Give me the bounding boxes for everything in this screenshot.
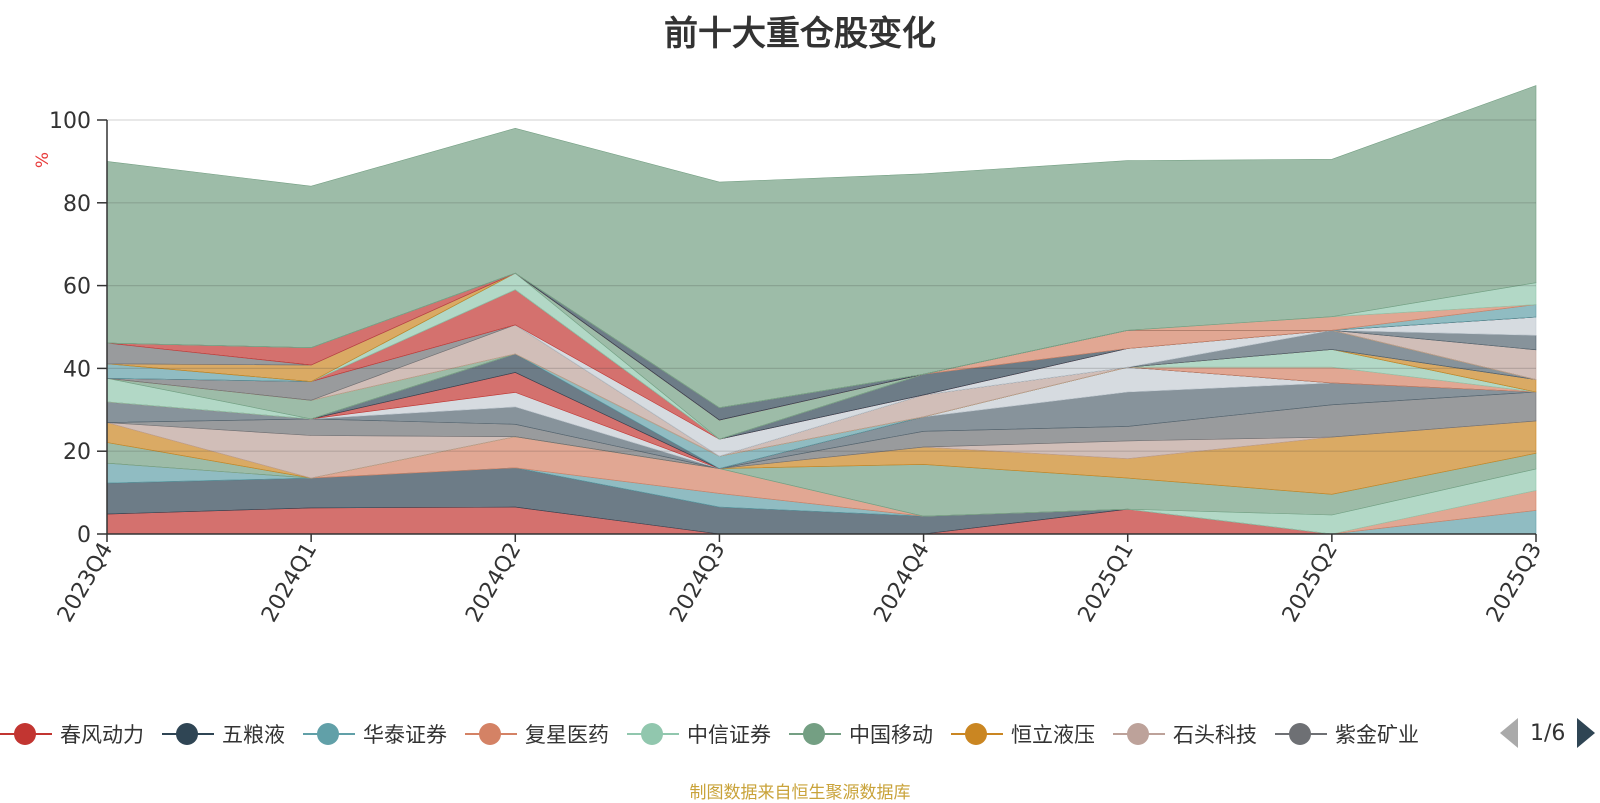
legend-marker-icon — [627, 721, 679, 747]
legend-marker-icon — [303, 721, 355, 747]
legend-item[interactable]: 中国移动 — [789, 719, 933, 749]
x-tick-label: 2025Q2 — [1278, 539, 1343, 627]
legend-item[interactable]: 石头科技 — [1113, 719, 1257, 749]
x-tick-label: 2025Q1 — [1074, 539, 1139, 627]
area-其他[interactable] — [106, 85, 1537, 409]
legend-label: 恒立液压 — [1011, 723, 1095, 747]
axes — [97, 119, 1537, 542]
legend-item[interactable]: 恒立液压 — [951, 719, 1095, 749]
y-tick-label: 20 — [63, 440, 91, 465]
x-tick-label: 2024Q1 — [257, 539, 322, 627]
legend-marker-icon — [465, 721, 517, 747]
legend-label: 春风动力 — [60, 723, 144, 747]
legend-label: 中信证券 — [687, 723, 771, 747]
legend-pager: 1/6 — [1500, 718, 1596, 748]
legend-page-indicator: 1/6 — [1530, 720, 1566, 746]
legend-marker-icon — [0, 721, 52, 747]
y-tick-label: 0 — [77, 523, 91, 548]
legend-item[interactable]: 春风动力 — [0, 719, 144, 749]
y-axis-label: % — [33, 152, 53, 168]
stacked-areas — [106, 85, 1537, 535]
legend-item[interactable]: 五粮液 — [162, 719, 285, 749]
legend-label: 紫金矿业 — [1335, 723, 1419, 747]
legend-label: 中国移动 — [849, 723, 933, 747]
legend-item[interactable]: 复星医药 — [465, 719, 609, 749]
x-tick-label: 2024Q3 — [665, 539, 730, 627]
legend-marker-icon — [789, 721, 841, 747]
legend-next-page-button[interactable] — [1577, 718, 1596, 748]
legend-item[interactable]: 紫金矿业 — [1275, 719, 1419, 749]
y-tick-label: 80 — [63, 192, 91, 217]
x-tick-labels: 2023Q4 2024Q1 2024Q2 2024Q3 2024Q4 2025Q1 2025… — [53, 539, 1547, 627]
legend-marker-icon — [951, 721, 1003, 747]
x-tick-label: 2024Q2 — [461, 539, 526, 627]
legend-marker-icon — [162, 721, 214, 747]
y-tick-label: 100 — [49, 109, 91, 134]
x-tick-label: 2023Q4 — [53, 539, 118, 627]
legend-prev-page-button[interactable] — [1500, 718, 1518, 748]
legend-label: 复星医药 — [525, 723, 609, 747]
y-tick-label: 60 — [63, 275, 91, 300]
legend-marker-icon — [1113, 721, 1165, 747]
legend: 春风动力 五粮液 华泰证券 复星医药 中信证券 中国移动 恒立液压 石头科技 紫金矿业 — [0, 714, 1480, 754]
x-tick-label: 2025Q3 — [1482, 539, 1547, 627]
gridlines — [107, 119, 1536, 452]
legend-item[interactable]: 华泰证券 — [303, 719, 447, 749]
legend-label: 石头科技 — [1173, 723, 1257, 747]
y-tick-labels: 0 20 40 60 80 100 — [49, 109, 91, 548]
legend-label: 华泰证券 — [363, 723, 447, 747]
legend-label: 五粮液 — [222, 723, 285, 747]
chart-title: 前十大重仓股变化 — [664, 14, 936, 54]
legend-marker-icon — [1275, 721, 1327, 747]
legend-item[interactable]: 中信证券 — [627, 719, 771, 749]
legend-row: 春风动力 五粮液 华泰证券 复星医药 中信证券 中国移动 恒立液压 石头科技 紫金矿业 — [0, 714, 1480, 754]
data-source-footer: 制图数据来自恒生聚源数据库 — [689, 783, 911, 803]
y-tick-label: 40 — [63, 357, 91, 382]
x-tick-label: 2024Q4 — [869, 539, 934, 627]
